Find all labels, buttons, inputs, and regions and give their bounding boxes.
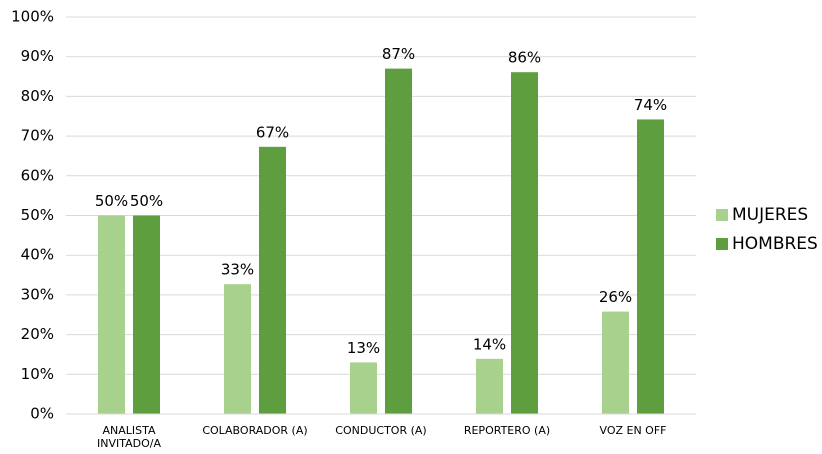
bar — [98, 215, 125, 414]
bar — [476, 358, 503, 414]
x-tick-label: ANALISTA INVITADO/A — [97, 424, 161, 450]
y-tick-label: 40% — [21, 246, 54, 264]
bar — [224, 284, 251, 414]
y-tick-label: 90% — [21, 47, 54, 65]
legend-swatch — [716, 209, 728, 221]
x-tick-label: REPORTERO (A) — [463, 424, 551, 437]
y-tick-label: 20% — [21, 325, 54, 343]
value-label: 14% — [473, 335, 506, 353]
value-label: 74% — [634, 96, 667, 114]
x-tick-label: COLABORADOR (A) — [202, 424, 308, 437]
bar — [385, 68, 412, 415]
bar — [133, 215, 160, 414]
y-tick-label: 70% — [21, 127, 54, 145]
y-tick-label: 60% — [21, 166, 54, 184]
value-label: 26% — [599, 288, 632, 306]
value-label: 13% — [347, 339, 380, 357]
bar — [259, 146, 286, 414]
legend-label: MUJERES — [732, 205, 808, 225]
value-label: 50% — [95, 192, 128, 210]
bar — [637, 119, 664, 415]
legend-swatch — [716, 238, 728, 250]
value-label: 33% — [221, 261, 254, 279]
bar — [602, 311, 629, 414]
x-tick-label: CONDUCTOR (A) — [335, 424, 427, 437]
x-tick-label: VOZ EN OFF — [599, 424, 667, 437]
y-tick-label: 100% — [11, 8, 54, 26]
value-label: 87% — [382, 45, 415, 63]
value-label: 86% — [508, 49, 541, 67]
y-tick-label: 50% — [21, 206, 54, 224]
y-tick-label: 30% — [21, 285, 54, 303]
bar — [511, 72, 538, 415]
y-tick-label: 80% — [21, 87, 54, 105]
y-tick-label: 0% — [30, 405, 54, 423]
bar — [350, 362, 377, 414]
value-label: 67% — [256, 123, 289, 141]
legend-label: HOMBRES — [732, 234, 818, 254]
y-tick-label: 10% — [21, 365, 54, 383]
value-label: 50% — [130, 192, 163, 210]
